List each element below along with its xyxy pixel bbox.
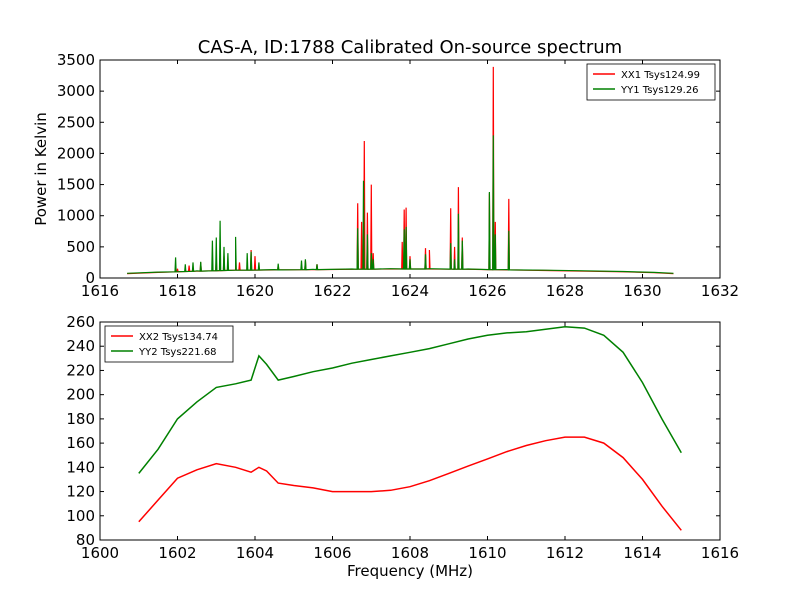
top-series-line-2	[127, 135, 674, 274]
bottom-legend-label-2: YY2 Tsys221.68	[138, 347, 217, 358]
top-y-tick-label: 3500	[57, 51, 95, 69]
bottom-x-tick-label: 1616	[701, 544, 739, 562]
top-legend-label-2: YY1 Tsys129.26	[620, 85, 699, 96]
top-plot-area	[127, 66, 674, 275]
top-y-tick-label: 1000	[57, 207, 95, 225]
top-y-tick-label: 0	[85, 269, 95, 287]
bottom-y-tick-label: 200	[66, 386, 95, 404]
bottom-y-tick-label: 180	[66, 410, 95, 428]
bottom-x-tick-label: 1612	[546, 544, 584, 562]
top-x-tick-label: 1628	[546, 282, 584, 300]
bottom-x-tick-label: 1610	[468, 544, 506, 562]
top-x-tick-label: 1620	[236, 282, 274, 300]
top-x-tick-label: 1616	[81, 282, 119, 300]
top-y-tick-label: 1500	[57, 176, 95, 194]
bottom-plot-area	[138, 326, 682, 531]
bottom-series-line-2	[138, 326, 682, 474]
bottom-x-tick-label: 1604	[236, 544, 274, 562]
bottom-y-tick-label: 100	[66, 507, 95, 525]
bottom-x-tick-label: 1600	[81, 544, 119, 562]
bottom-y-tick-label: 80	[76, 531, 95, 549]
bottom-x-tick-label: 1614	[623, 544, 661, 562]
top-y-axis-label: Power in Kelvin	[32, 112, 50, 226]
top-x-tick-label: 1626	[468, 282, 506, 300]
top-x-tick-label: 1630	[623, 282, 661, 300]
top-x-tick-label: 1624	[391, 282, 429, 300]
bottom-x-tick-label: 1606	[313, 544, 351, 562]
bottom-x-tick-label: 1608	[391, 544, 429, 562]
bottom-y-tick-label: 240	[66, 337, 95, 355]
bottom-x-axis-label: Frequency (MHz)	[347, 562, 473, 580]
bottom-series-line-1	[138, 436, 682, 531]
top-y-tick-label: 2500	[57, 113, 95, 131]
bottom-legend-label-1: XX2 Tsys134.74	[139, 332, 218, 343]
top-x-tick-label: 1618	[158, 282, 196, 300]
bottom-y-tick-label: 220	[66, 361, 95, 379]
top-panel: 1616 1618 1620 1622 1624 1626 1628 1630 1632 0 500…	[32, 51, 739, 300]
bottom-y-tick-label: 160	[66, 434, 95, 452]
top-legend: XX1 Tsys124.99 YY1 Tsys129.26	[586, 63, 716, 101]
bottom-panel: 1600 1602 1604 1606 1608 1610 1612 1614 1616 80 10…	[66, 313, 739, 580]
bottom-legend-box	[104, 325, 234, 363]
top-x-tick-label: 1622	[313, 282, 351, 300]
top-y-tick-label: 500	[66, 238, 95, 256]
top-y-tick-label: 3000	[57, 82, 95, 100]
top-legend-label-1: XX1 Tsys124.99	[621, 70, 700, 81]
bottom-y-tick-label: 140	[66, 458, 95, 476]
bottom-y-tick-label: 120	[66, 483, 95, 501]
top-x-tick-label: 1632	[701, 282, 739, 300]
bottom-legend: XX2 Tsys134.74 YY2 Tsys221.68	[104, 325, 234, 363]
top-y-tick-label: 2000	[57, 144, 95, 162]
bottom-x-tick-label: 1602	[158, 544, 196, 562]
figure-title: CAS-A, ID:1788 Calibrated On-source spec…	[198, 37, 622, 58]
top-legend-box	[586, 63, 716, 101]
bottom-y-tick-label: 260	[66, 313, 95, 331]
